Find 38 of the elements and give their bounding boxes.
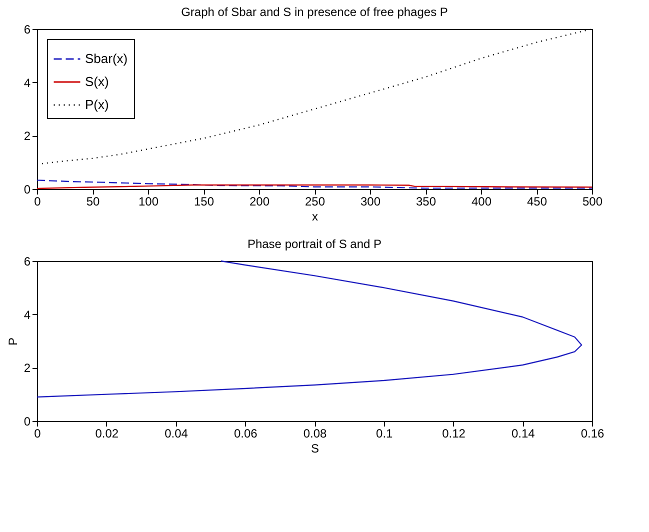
y-tick-label: 2 <box>24 361 31 376</box>
x-tick-label: 450 <box>526 194 548 208</box>
y-tick-label: 2 <box>24 129 31 144</box>
x-tick-label: 200 <box>249 194 270 208</box>
x-tick-label: 0.04 <box>164 426 188 440</box>
line-series <box>36 260 582 398</box>
x-tick-label: 0.1 <box>376 426 394 440</box>
x-tick-label: 250 <box>304 194 326 208</box>
x-tick-label: 0.12 <box>442 426 466 440</box>
x-tick-label: 0.06 <box>234 426 258 440</box>
y-axis-title: P <box>6 337 20 346</box>
line-series <box>36 180 593 189</box>
y-tick-label: 6 <box>24 22 31 36</box>
legend-label: S(x) <box>85 74 109 89</box>
chart-title: Graph of Sbar and S in presence of free phages P <box>181 5 448 19</box>
x-tick-label: 350 <box>416 194 436 208</box>
y-tick-label: 4 <box>24 76 31 90</box>
y-tick-label: 0 <box>24 182 31 196</box>
y-tick-label: 4 <box>24 308 31 322</box>
x-tick-label: 0 <box>34 426 42 440</box>
x-axis-title: x <box>312 210 318 224</box>
x-tick-label: 400 <box>471 194 492 208</box>
x-tick-label: 0.02 <box>95 426 119 440</box>
y-tick-label: 6 <box>24 254 31 268</box>
x-tick-label: 0.16 <box>580 426 604 440</box>
x-tick-label: 50 <box>86 194 100 208</box>
x-tick-label: 100 <box>138 194 159 208</box>
y-tick-label: 0 <box>24 414 31 428</box>
x-tick-label: 0.14 <box>511 426 536 440</box>
legend-label: Sbar(x) <box>85 51 128 66</box>
x-tick-label: 0.08 <box>303 426 327 440</box>
legend-label: P(x) <box>85 97 109 112</box>
x-tick-label: 500 <box>582 194 603 208</box>
x-tick-label: 0 <box>34 194 42 208</box>
x-tick-label: 150 <box>194 194 214 208</box>
x-axis-title: S <box>310 442 320 456</box>
x-tick-label: 300 <box>360 194 381 208</box>
chart-title: Phase portrait of S and P <box>247 237 382 251</box>
